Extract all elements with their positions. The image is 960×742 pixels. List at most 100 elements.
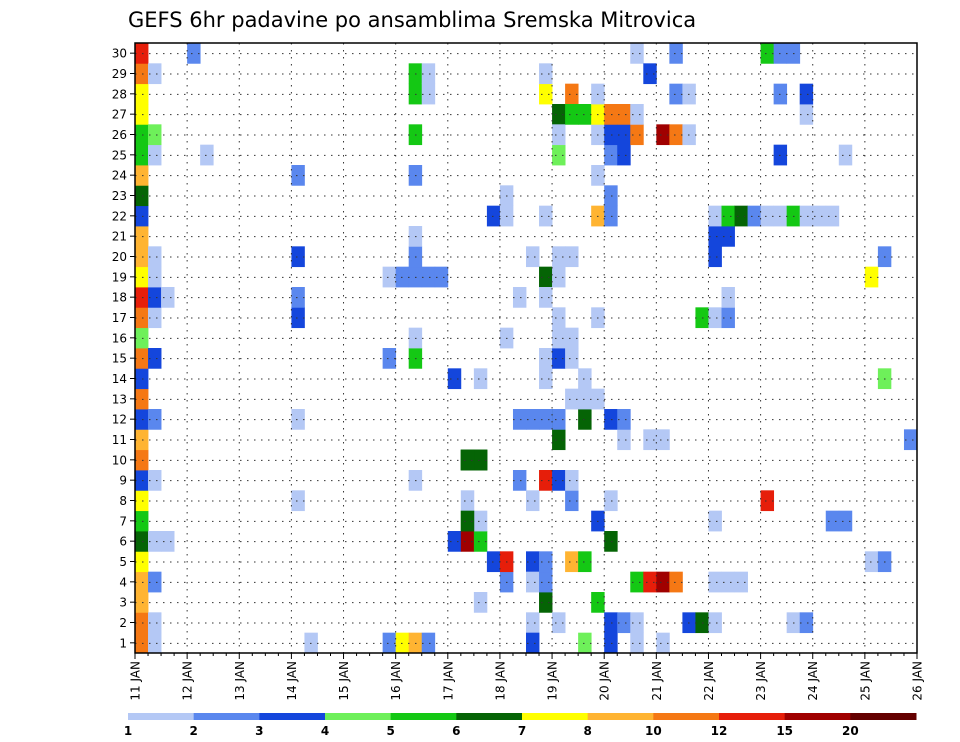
y-tick-label: 28 bbox=[112, 87, 127, 101]
heatmap-cell bbox=[604, 185, 618, 207]
colorbar-segment bbox=[456, 713, 523, 720]
heatmap-cell bbox=[864, 266, 879, 288]
heatmap-cell bbox=[643, 429, 657, 451]
colorbar-label: 20 bbox=[842, 724, 859, 738]
y-tick-label: 18 bbox=[112, 291, 127, 305]
heatmap-cell bbox=[148, 266, 162, 288]
heatmap-cell bbox=[539, 409, 553, 430]
heatmap-cell bbox=[708, 571, 722, 593]
heatmap-cell bbox=[539, 571, 553, 593]
heatmap-cell bbox=[526, 551, 540, 573]
heatmap-cell bbox=[135, 388, 149, 410]
heatmap-cell bbox=[708, 226, 722, 247]
heatmap-cell bbox=[760, 43, 775, 64]
heatmap-cell bbox=[760, 490, 775, 512]
heatmap-cell bbox=[552, 124, 566, 146]
heatmap-cell bbox=[604, 205, 618, 227]
heatmap-cell bbox=[656, 571, 670, 593]
heatmap-cell bbox=[148, 571, 162, 593]
y-tick-label: 7 bbox=[119, 514, 127, 528]
colorbar-label: 2 bbox=[189, 724, 197, 738]
heatmap-cell bbox=[578, 409, 592, 430]
heatmap-cell bbox=[135, 531, 149, 552]
heatmap-cell bbox=[486, 551, 501, 573]
heatmap-cell bbox=[161, 531, 175, 552]
heatmap-cell bbox=[825, 205, 840, 227]
heatmap-cell bbox=[669, 571, 683, 593]
heatmap-cell bbox=[708, 205, 722, 227]
y-tick-label: 17 bbox=[112, 311, 127, 325]
heatmap-cell bbox=[135, 470, 149, 491]
heatmap-cell bbox=[539, 368, 553, 390]
heatmap-cell bbox=[669, 124, 683, 146]
heatmap-cell bbox=[565, 551, 579, 573]
colorbar-segment bbox=[719, 713, 786, 720]
heatmap-cell bbox=[552, 470, 566, 491]
heatmap-cell bbox=[421, 63, 436, 85]
y-tick-label: 11 bbox=[112, 433, 127, 447]
heatmap-cell bbox=[552, 246, 566, 268]
heatmap-cell bbox=[135, 226, 149, 247]
heatmap-cell bbox=[617, 429, 631, 451]
colorbar-segment bbox=[587, 713, 654, 720]
heatmap-cell bbox=[799, 205, 814, 227]
heatmap-cell bbox=[539, 63, 553, 85]
heatmap-cell bbox=[526, 612, 540, 634]
heatmap-cell bbox=[200, 144, 214, 166]
heatmap-cell bbox=[552, 409, 566, 430]
x-tick-label: 21 JAN bbox=[650, 661, 664, 701]
heatmap-cell bbox=[604, 632, 618, 654]
heatmap-cell bbox=[135, 205, 149, 227]
colorbar-label: 6 bbox=[452, 724, 460, 738]
heatmap-cell bbox=[135, 165, 149, 186]
y-tick-label: 20 bbox=[112, 250, 127, 264]
heatmap-cell bbox=[148, 124, 162, 146]
y-tick-label: 14 bbox=[112, 372, 127, 386]
heatmap-cell bbox=[799, 83, 814, 105]
heatmap-cell bbox=[291, 490, 305, 512]
heatmap-cell bbox=[135, 368, 149, 390]
heatmap-cell bbox=[512, 287, 527, 308]
heatmap-cell bbox=[669, 83, 683, 105]
heatmap-cell bbox=[135, 612, 149, 634]
heatmap-cell bbox=[578, 368, 592, 390]
x-tick-label: 19 JAN bbox=[546, 661, 560, 701]
heatmap-cell bbox=[512, 470, 527, 491]
heatmap-cell bbox=[565, 104, 579, 125]
heatmap-cell bbox=[643, 63, 657, 85]
heatmap-cell bbox=[135, 287, 149, 308]
heatmap-cell bbox=[473, 449, 488, 471]
colorbar-segment bbox=[784, 713, 851, 720]
heatmap-cell bbox=[565, 83, 579, 105]
heatmap-cell bbox=[148, 632, 162, 654]
heatmap-cell bbox=[135, 348, 149, 369]
colorbar-label: 8 bbox=[583, 724, 591, 738]
y-axis: 1234567891011121314151617181920212223242… bbox=[112, 47, 135, 650]
y-tick-label: 8 bbox=[119, 494, 127, 508]
x-tick-label: 20 JAN bbox=[598, 661, 612, 701]
heatmap-cell bbox=[148, 63, 162, 85]
heatmap-cells bbox=[135, 43, 918, 654]
heatmap-cell bbox=[552, 307, 566, 329]
heatmap-cell bbox=[539, 287, 553, 308]
heatmap-cell bbox=[539, 266, 553, 288]
y-tick-label: 9 bbox=[119, 474, 127, 488]
heatmap-cell bbox=[617, 409, 631, 430]
heatmap-cell bbox=[291, 165, 305, 186]
heatmap-cell bbox=[578, 632, 592, 654]
x-tick-label: 16 JAN bbox=[389, 661, 403, 701]
heatmap-cell bbox=[760, 205, 775, 227]
heatmap-cell bbox=[161, 287, 175, 308]
heatmap-cell bbox=[656, 632, 670, 654]
heatmap-cell bbox=[135, 429, 149, 451]
heatmap-cell bbox=[460, 490, 475, 512]
heatmap-cell bbox=[135, 571, 149, 593]
y-tick-label: 27 bbox=[112, 108, 127, 122]
heatmap-cell bbox=[148, 409, 162, 430]
heatmap-cell bbox=[643, 571, 657, 593]
heatmap-cell bbox=[604, 124, 618, 146]
heatmap-cell bbox=[135, 449, 149, 471]
y-tick-label: 3 bbox=[119, 596, 127, 610]
heatmap-cell bbox=[539, 348, 553, 369]
